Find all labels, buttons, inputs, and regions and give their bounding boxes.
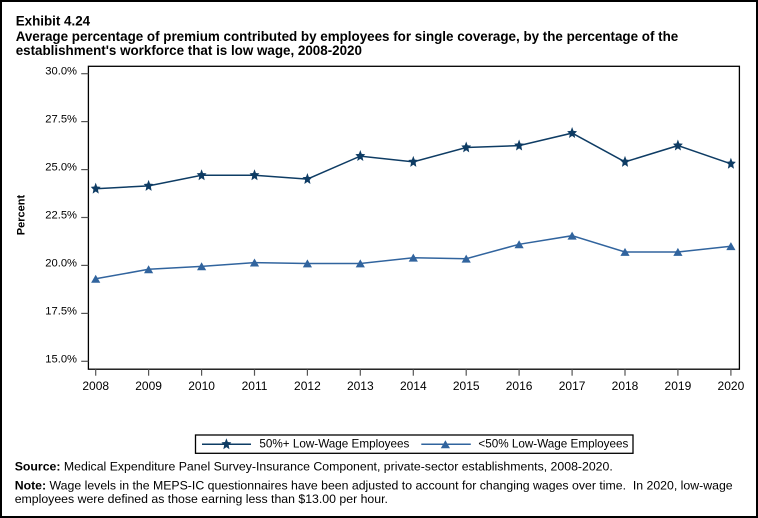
- svg-text:25.0%: 25.0%: [45, 162, 77, 174]
- svg-text:2010: 2010: [188, 379, 215, 393]
- svg-text:27.5%: 27.5%: [45, 114, 77, 126]
- svg-text:Exhibit 4.24: Exhibit 4.24: [16, 13, 91, 28]
- svg-text:2015: 2015: [453, 379, 480, 393]
- svg-text:Average percentage of premium: Average percentage of premium contribute…: [16, 29, 679, 44]
- svg-text:2011: 2011: [242, 379, 268, 393]
- svg-text:2012: 2012: [294, 379, 321, 393]
- svg-text:2013: 2013: [347, 379, 374, 393]
- svg-text:2008: 2008: [82, 379, 109, 393]
- svg-text:50%+ Low-Wage Employees: 50%+ Low-Wage Employees: [259, 437, 409, 450]
- svg-text:2018: 2018: [612, 379, 639, 393]
- svg-text:20.0%: 20.0%: [45, 257, 77, 269]
- svg-text:17.5%: 17.5%: [45, 305, 77, 317]
- svg-text:2016: 2016: [506, 379, 533, 393]
- svg-text:2020: 2020: [718, 379, 745, 393]
- svg-text:Source: Medical Expenditure Pa: Source: Medical Expenditure Panel Survey…: [15, 459, 613, 473]
- svg-text:15.0%: 15.0%: [45, 353, 77, 365]
- svg-text:2009: 2009: [135, 379, 162, 393]
- svg-text:2019: 2019: [665, 379, 692, 393]
- svg-text:employees were defined as thos: employees were defined as those earning …: [15, 492, 388, 506]
- svg-text:2014: 2014: [400, 379, 427, 393]
- svg-text:30.0%: 30.0%: [45, 66, 77, 78]
- svg-text:Note: Wage levels in the MEPS-: Note: Wage levels in the MEPS-IC questio…: [15, 478, 733, 492]
- svg-text:2017: 2017: [559, 379, 586, 393]
- svg-text:establishment's workforce that: establishment's workforce that is low wa…: [16, 43, 362, 58]
- svg-text:Percent: Percent: [16, 194, 28, 235]
- svg-text:22.5%: 22.5%: [45, 210, 77, 222]
- svg-text:<50% Low-Wage Employees: <50% Low-Wage Employees: [478, 437, 628, 450]
